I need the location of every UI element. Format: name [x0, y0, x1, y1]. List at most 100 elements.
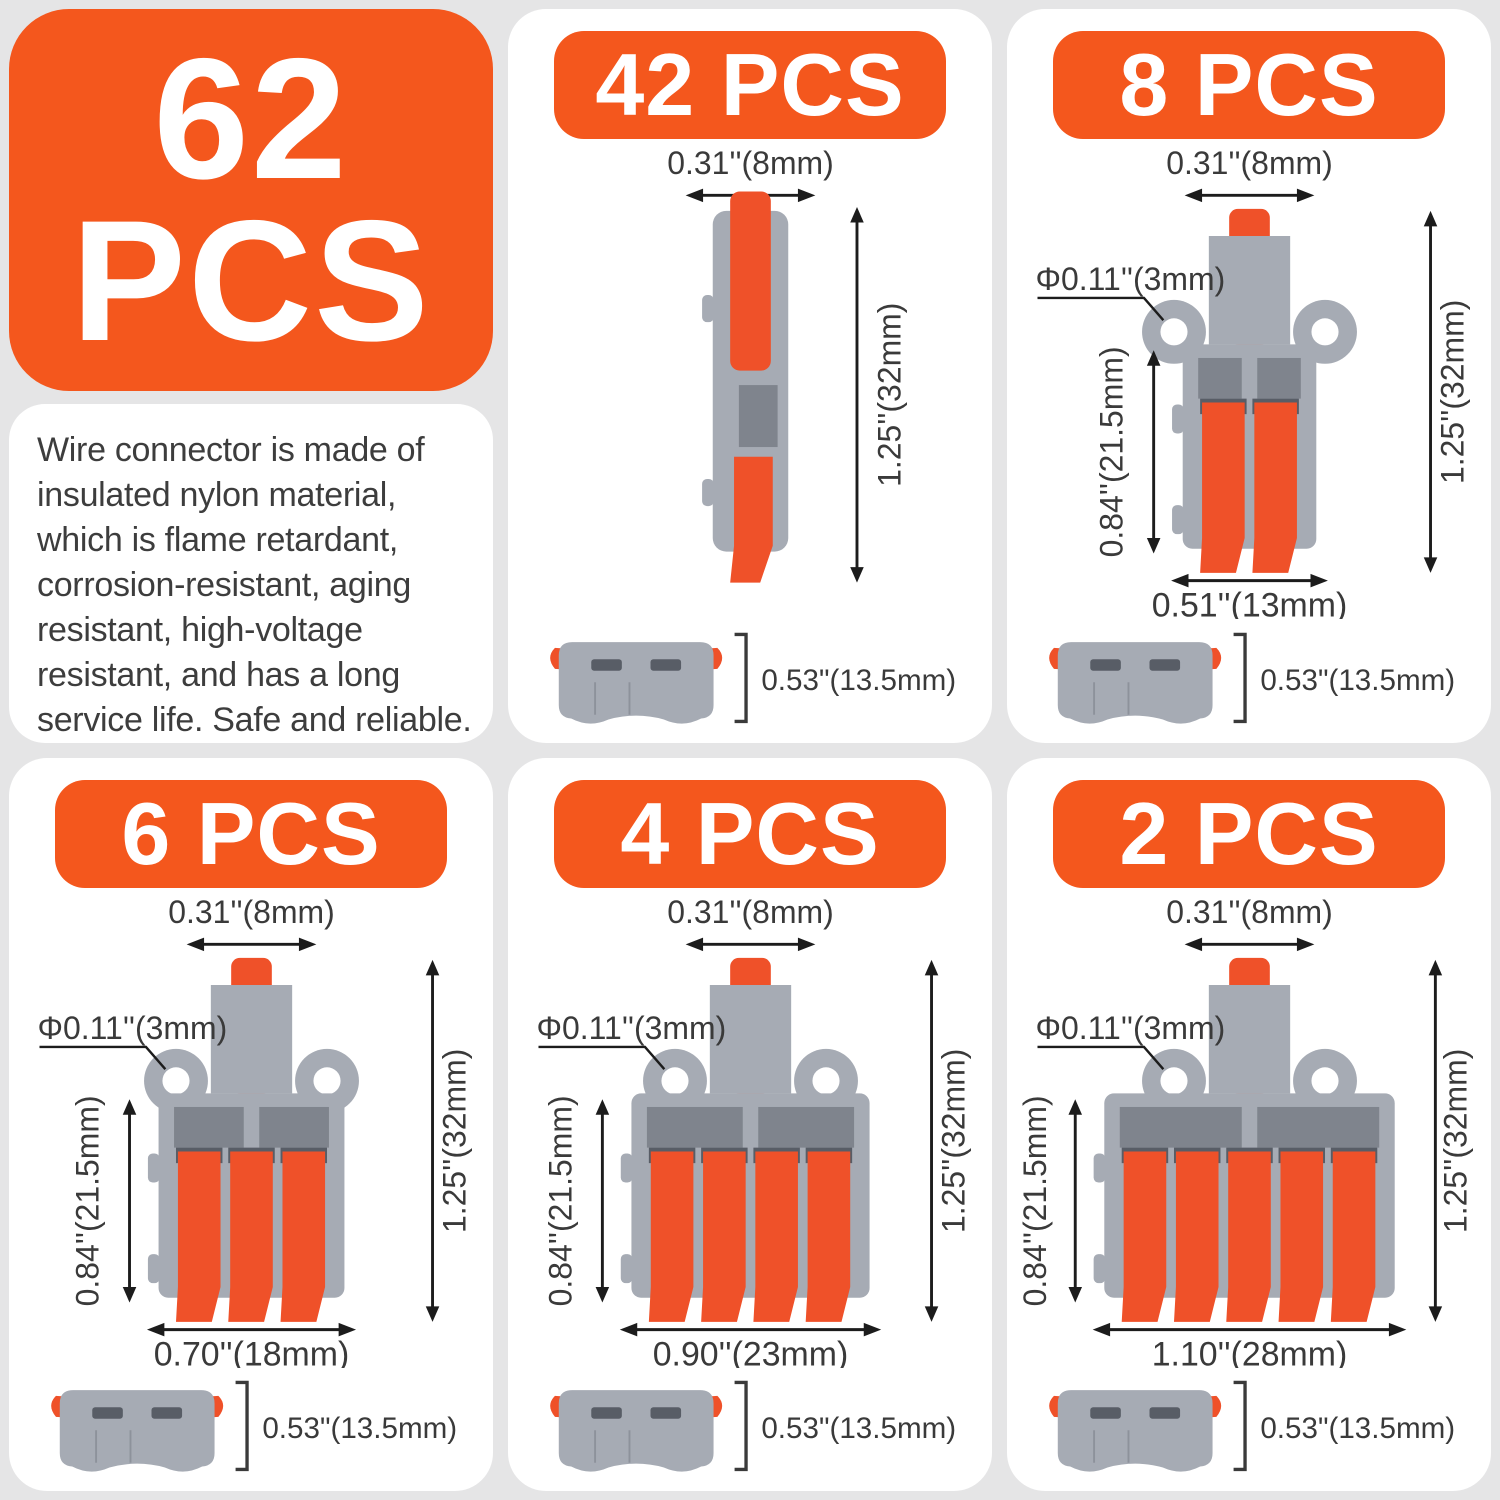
lever: [227, 1151, 273, 1322]
dim-arrow-total-height: [1428, 959, 1442, 1322]
wire-slot: [650, 1407, 682, 1419]
lever: [805, 1151, 850, 1322]
wire-slot: [1149, 659, 1181, 671]
lever: [1278, 1151, 1323, 1322]
side-nub: [1093, 1153, 1105, 1183]
dim-label-hole-diameter: Φ0.11''(3mm): [1035, 261, 1225, 297]
top-column: [1208, 235, 1290, 345]
connector-front-view: [143, 957, 359, 1322]
wire-slot: [151, 1407, 183, 1419]
side-nub: [1093, 1254, 1105, 1284]
dim-label-top-width: 0.31''(8mm): [667, 145, 834, 181]
dim-arrow-total-height: [425, 959, 439, 1322]
mounting-hole: [312, 1067, 341, 1095]
side-nub: [147, 1254, 160, 1284]
dim-label-body-height: 0.84''(21.5mm): [1093, 346, 1129, 557]
dim-arrow-bottom-width: [146, 1322, 356, 1337]
dim-label-side-height: 0.53"(13.5mm): [761, 1412, 956, 1445]
panel-6pcs: 6 PCS 0.31''(8mm): [9, 758, 493, 1491]
side-nub: [620, 1153, 632, 1183]
panel-8pcs: 8 PCS 0.31''(8mm): [1007, 9, 1491, 743]
height-bracket: [734, 1380, 748, 1472]
height-bracket: [1233, 1380, 1247, 1472]
hole-leader-line: [537, 1045, 665, 1071]
lever: [1330, 1151, 1375, 1322]
connector-bottom-body: [1057, 642, 1213, 724]
dim-arrow-bottom-width: [619, 1322, 881, 1337]
connector-diagram-4pcs-front-view: 0.31''(8mm): [536, 894, 971, 1368]
dim-label-side-height: 0.53"(13.5mm): [262, 1412, 457, 1445]
dim-label-total-height: 1.25''(32mm): [935, 1049, 971, 1233]
dim-label-hole-diameter: Φ0.11''(3mm): [536, 1010, 726, 1046]
description-line: service life. Safe and reliable.: [37, 701, 472, 739]
count-badge-42: 42 PCS: [554, 31, 946, 139]
connector-diagram-2pcs-front-view: 0.31''(8mm): [1022, 894, 1473, 1368]
mounting-hole: [1159, 318, 1188, 346]
connector-side-view: [701, 191, 788, 583]
dim-label-total-height: 1.25''(32mm): [1434, 300, 1470, 484]
count-badge-4: 4 PCS: [554, 780, 946, 888]
dim-arrow-body-height: [595, 1099, 609, 1303]
dim-arrow-body-height: [122, 1099, 136, 1303]
count-badge-62: 62 PCS: [9, 9, 493, 391]
top-lever: [729, 191, 771, 371]
count-number: 62: [153, 23, 349, 215]
dim-arrow-top-width: [1184, 937, 1314, 952]
dim-label-total-height: 1.25''(32mm): [871, 303, 907, 487]
recess: [646, 1106, 743, 1148]
side-nub: [147, 1153, 160, 1183]
count-label: 4 PCS: [620, 784, 880, 883]
description-line: insulated nylon material,: [37, 476, 397, 514]
dim-label-total-height: 1.25''(32mm): [436, 1049, 472, 1233]
hole-leader-line: [1036, 296, 1164, 322]
dim-arrow-top-width: [685, 937, 815, 952]
height-bracket: [235, 1380, 249, 1472]
mounting-hole: [811, 1067, 840, 1095]
lever: [648, 1151, 693, 1322]
lever: [700, 1151, 746, 1322]
panel-62-summary: 62 PCS Wire connector is made of insulat…: [9, 9, 493, 743]
mounting-hole: [1310, 1067, 1339, 1095]
recess: [173, 1106, 244, 1148]
wire-slot: [92, 1407, 123, 1419]
mounting-hole: [1159, 1067, 1188, 1095]
wire-slot: [1090, 1407, 1121, 1419]
wire-slot: [650, 659, 682, 671]
side-nub: [701, 295, 714, 323]
mounting-hole: [660, 1067, 689, 1095]
dim-arrow-total-height: [924, 959, 938, 1322]
dim-label-total-height: 1.25''(32mm): [1437, 1049, 1473, 1233]
dim-label-hole-diameter: Φ0.11''(3mm): [37, 1010, 227, 1046]
connector-bottom-body: [1057, 1390, 1213, 1472]
dim-label-bottom-width: 0.51''(13mm): [1151, 586, 1347, 619]
description-line: corrosion-resistant, aging: [37, 566, 411, 604]
count-badge-2: 2 PCS: [1053, 780, 1445, 888]
hole-leader-line: [38, 1045, 166, 1071]
panel-2pcs: 2 PCS 0.31''(8mm): [1007, 758, 1491, 1491]
dim-label-bottom-width: 0.70''(18mm): [153, 1335, 349, 1368]
dim-label-bottom-width: 1.10''(28mm): [1151, 1335, 1347, 1368]
recess: [1119, 1106, 1242, 1148]
recess: [1197, 357, 1242, 399]
description-line: Wire connector is made of: [37, 431, 425, 469]
wire-slot: [591, 1407, 622, 1419]
panel-4pcs: 4 PCS 0.31''(8mm): [508, 758, 992, 1491]
height-bracket: [734, 632, 748, 724]
wire-slot: [591, 659, 622, 671]
connector-bottom-body: [558, 1390, 714, 1472]
dim-label-body-height: 0.84''(21.5mm): [1022, 1095, 1053, 1306]
dim-label-hole-diameter: Φ0.11''(3mm): [1035, 1010, 1225, 1046]
lever: [1251, 402, 1297, 573]
lever: [752, 1151, 798, 1322]
bottom-profile-view-2pcs: 0.53"(13.5mm): [1049, 1380, 1455, 1472]
panel-42pcs: 42 PCS 0.31''(8mm) 1.25''(32: [508, 9, 992, 743]
count-label: 8 PCS: [1119, 35, 1379, 134]
dim-label-side-height: 0.53"(13.5mm): [1260, 664, 1455, 697]
description-line: which is flame retardant,: [37, 521, 398, 559]
dim-label-top-width: 0.31''(8mm): [1166, 894, 1333, 930]
dim-arrow-total-height: [849, 206, 864, 583]
connector-bottom-body: [558, 642, 714, 724]
dim-arrow-top-width: [186, 937, 316, 952]
lever: [1121, 1151, 1166, 1322]
connector-front-view: [1141, 208, 1357, 573]
